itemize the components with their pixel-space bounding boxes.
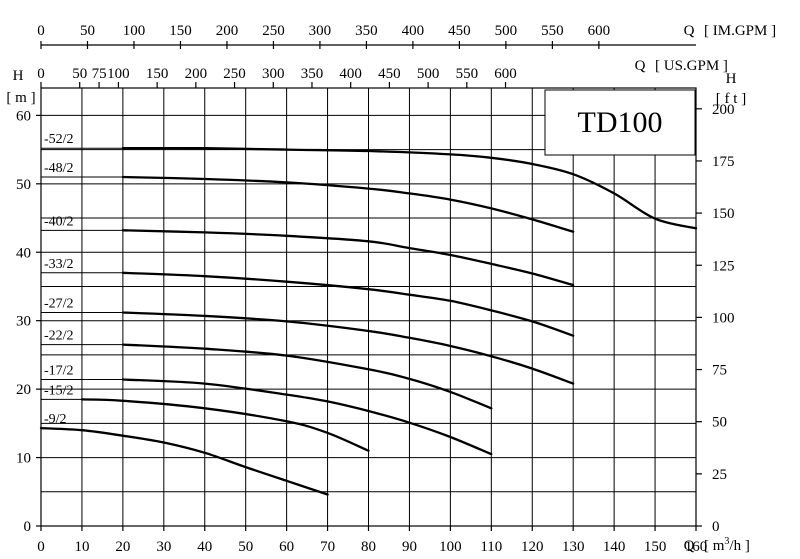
- flow-tick-label-16: 160: [685, 539, 708, 555]
- flow-tick-label-3: 30: [156, 539, 171, 555]
- head-ft-tick-label-2: 50: [712, 415, 727, 431]
- curve-17-2: [121, 378, 493, 456]
- flow-tick-label-11: 110: [480, 539, 502, 555]
- curve-label-40-2: -40/2: [44, 214, 74, 229]
- chart-title: TD100: [578, 106, 663, 139]
- grid-lines: [41, 88, 696, 526]
- head-ft-tick-label-0: 0: [712, 519, 720, 535]
- im-gpm-tick-label-3: 150: [169, 23, 192, 39]
- us-gpm-tick-label-8: 350: [301, 66, 324, 82]
- im-gpm-tick-label-4: 200: [216, 23, 239, 39]
- curve-label-22-2: -22/2: [44, 329, 74, 344]
- us-gpm-tick-label-3: 100: [107, 66, 130, 82]
- left-y-axis-label: H: [13, 68, 24, 84]
- us-gpm-tick-label-9: 400: [339, 66, 362, 82]
- curve-label-52-2: -52/2: [44, 132, 74, 147]
- curve-48-2: [121, 175, 575, 233]
- curve-40-2: [121, 229, 575, 287]
- flow-tick-label-14: 140: [603, 539, 626, 555]
- curve-9-2: [39, 426, 329, 496]
- flow-axis-unit-sup: 3: [724, 536, 729, 547]
- head-ft-tick-label-3: 75: [712, 363, 727, 379]
- head-ft-tick-label-5: 125: [712, 258, 735, 274]
- flow-tick-label-2: 20: [115, 539, 130, 555]
- us-gpm-tick-label-1: 50: [72, 66, 87, 82]
- head-m-tick-label-3: 30: [16, 314, 31, 330]
- flow-tick-label-9: 90: [402, 539, 417, 555]
- im-gpm-tick-label-6: 300: [309, 23, 332, 39]
- head-ft-tick-label-4: 100: [712, 310, 735, 326]
- im-gpm-tick-label-11: 550: [541, 23, 564, 39]
- flow-axis-label: Q: [684, 538, 695, 554]
- right-y-axis-label: H: [726, 71, 737, 87]
- curve-label-33-2: -33/2: [44, 257, 74, 272]
- head-ft-tick-label-8: 200: [712, 102, 735, 118]
- left-y-axis-unit: [ m ]: [6, 90, 35, 106]
- flow-tick-label-0: 0: [37, 539, 45, 555]
- im-gpm-tick-label-5: 250: [262, 23, 285, 39]
- flow-tick-label-8: 80: [361, 539, 376, 555]
- flow-axis-unit-suffix: /h ]: [729, 538, 749, 554]
- flow-tick-label-5: 50: [238, 539, 253, 555]
- im-gpm-axis-unit: [ IM.GPM ]: [704, 23, 776, 39]
- flow-axis-unit: [ m3/h ]: [704, 536, 750, 554]
- flow-tick-label-12: 120: [521, 539, 544, 555]
- curve-33-2: [121, 271, 575, 337]
- us-gpm-tick-label-4: 150: [146, 66, 169, 82]
- head-m-tick-label-5: 50: [16, 177, 31, 193]
- flow-tick-label-10: 100: [439, 539, 462, 555]
- flow-tick-label-6: 60: [279, 539, 294, 555]
- flow-tick-label-13: 130: [562, 539, 585, 555]
- us-gpm-tick-label-10: 450: [378, 66, 401, 82]
- right-y-axis-unit: [ f t ]: [716, 91, 746, 107]
- head-m-tick-label-0: 0: [24, 519, 32, 535]
- flow-tick-label-7: 70: [320, 539, 335, 555]
- im-gpm-tick-label-1: 50: [80, 23, 95, 39]
- us-gpm-tick-label-2: 75: [92, 66, 107, 82]
- curve-label-15-2: -15/2: [44, 383, 74, 398]
- curve-label-27-2: -27/2: [44, 296, 74, 311]
- us-gpm-tick-label-11: 500: [417, 66, 440, 82]
- flow-tick-label-4: 40: [197, 539, 212, 555]
- curve-label-17-2: -17/2: [44, 364, 74, 379]
- head-m-tick-label-6: 60: [16, 108, 31, 124]
- head-ft-tick-label-1: 25: [712, 467, 727, 483]
- us-gpm-tick-label-6: 250: [223, 66, 246, 82]
- us-gpm-axis-unit: [ US.GPM ]: [655, 58, 728, 74]
- curve-15-2: [80, 398, 370, 452]
- flow-tick-label-15: 150: [644, 539, 667, 555]
- im-gpm-tick-label-7: 350: [355, 23, 378, 39]
- im-gpm-tick-label-9: 450: [448, 23, 471, 39]
- head-ft-tick-label-7: 175: [712, 154, 735, 170]
- curve-label-48-2: -48/2: [44, 161, 74, 176]
- head-m-tick-label-2: 20: [16, 382, 31, 398]
- us-gpm-tick-label-5: 200: [185, 66, 208, 82]
- tick-labels: 0 10 20 30 40 50 60 70 80 90 100 110 120 130 140 150 160…: [16, 23, 735, 555]
- head-ft-tick-label-6: 150: [712, 206, 735, 222]
- im-gpm-tick-label-12: 600: [588, 23, 611, 39]
- head-m-tick-label-4: 40: [16, 245, 31, 261]
- curve-22-2: [121, 343, 493, 410]
- curve-27-2: [121, 311, 575, 385]
- title-box: [544, 89, 696, 156]
- pump-curves: [39, 146, 698, 496]
- im-gpm-tick-label-2: 100: [123, 23, 146, 39]
- us-gpm-tick-label-13: 600: [494, 66, 517, 82]
- im-gpm-tick-label-10: 500: [495, 23, 518, 39]
- im-gpm-tick-label-8: 400: [402, 23, 425, 39]
- us-gpm-tick-label-7: 300: [262, 66, 285, 82]
- im-gpm-tick-label-0: 0: [37, 23, 45, 39]
- curve-labels: -52/2 -48/2 -40/2 -33/2 -27/2 -22/2 -17/2 -15/2…: [41, 132, 123, 427]
- curve-label-9-2: -9/2: [44, 412, 67, 427]
- curve-52-2: [121, 146, 698, 230]
- us-gpm-axis-label: Q: [635, 58, 646, 74]
- flow-axis-unit-prefix: [ m: [704, 538, 725, 554]
- us-gpm-tick-label-0: 0: [37, 66, 45, 82]
- im-gpm-axis-label: Q: [684, 23, 695, 39]
- flow-tick-label-1: 10: [74, 539, 89, 555]
- us-gpm-tick-label-12: 550: [456, 66, 479, 82]
- head-m-tick-label-1: 10: [16, 451, 31, 467]
